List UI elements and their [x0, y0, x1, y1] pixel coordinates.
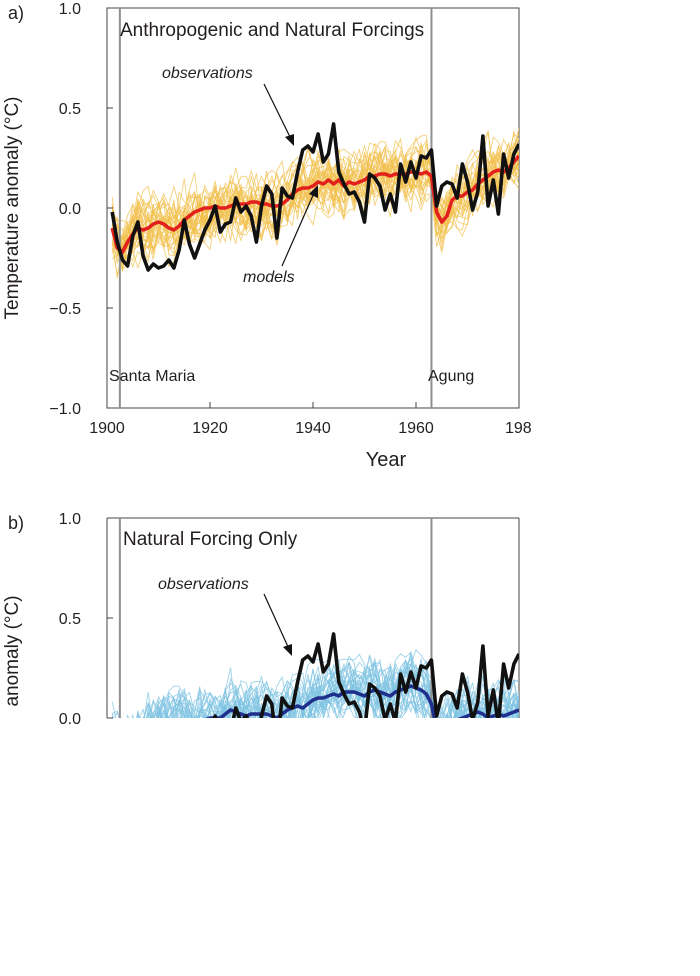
panel-a: a) 1.0 0.5 0.0 −0.5 −1.0 1900 1920 1940 1960 198… — [2, 1, 532, 471]
panel-a-plot-area — [110, 8, 519, 408]
panel-b-y-axis: 1.0 0.5 0.0 — [59, 511, 113, 728]
y-tick-label: −1.0 — [49, 401, 81, 418]
observations-line — [110, 122, 519, 272]
model-ensemble-line — [111, 133, 519, 253]
panel-a-x-axis-label: Year — [366, 449, 407, 471]
event-label-santa-maria: Santa Maria — [109, 368, 195, 385]
panel-b-plot-area — [111, 518, 519, 718]
y-tick-label: 0.0 — [59, 201, 81, 218]
x-tick-label: 1920 — [192, 420, 228, 437]
model-ensemble-line — [111, 669, 519, 718]
model-ensemble-line — [168, 661, 519, 718]
panel-a-label: a) — [8, 3, 24, 23]
model-ensemble-line — [174, 670, 516, 718]
panel-a-observations-arrow — [263, 83, 294, 146]
y-tick-label: 0.5 — [59, 611, 81, 628]
model-ensemble-line — [111, 659, 500, 718]
model-ensemble-line — [143, 659, 519, 718]
y-tick-label: 0.5 — [59, 101, 81, 118]
event-label-agung: Agung — [428, 368, 474, 385]
model-ensemble-line — [151, 669, 519, 718]
model-ensemble-line — [142, 667, 519, 718]
panel-a-x-axis: 1900 1920 1940 1960 198 — [89, 402, 532, 437]
panel-b-observations-annotation: observations — [158, 576, 249, 593]
panel-b-label: b) — [8, 513, 24, 533]
panel-a-models-annotation: models — [243, 269, 295, 286]
model-mean-line — [204, 684, 519, 718]
panel-a-y-axis-label: Temperature anomaly (°C) — [2, 96, 23, 319]
y-tick-label: 1.0 — [59, 1, 81, 18]
panel-b-title: Natural Forcing Only — [123, 529, 298, 550]
panel-a-title: Anthropogenic and Natural Forcings — [120, 20, 424, 41]
y-tick-label: 1.0 — [59, 511, 81, 528]
panel-a-y-axis: 1.0 0.5 0.0 −0.5 −1.0 — [49, 1, 113, 418]
panel-a-observations-annotation: observations — [162, 65, 253, 82]
x-tick-label: 1940 — [295, 420, 331, 437]
model-ensemble-lines — [111, 648, 519, 718]
panel-b: b) 1.0 0.5 0.0 Natural Forcing Only anomal… — [2, 511, 520, 728]
y-tick-label: 0.0 — [59, 711, 81, 728]
x-tick-label: 1960 — [398, 420, 434, 437]
model-ensemble-line — [172, 651, 519, 718]
x-tick-label: 198 — [505, 420, 532, 437]
model-ensemble-lines — [111, 127, 519, 279]
observations-line — [212, 632, 519, 718]
x-tick-label: 1900 — [89, 420, 125, 437]
model-ensemble-line — [111, 657, 519, 718]
model-ensemble-line — [152, 654, 519, 718]
model-mean-line — [110, 154, 519, 254]
y-tick-label: −0.5 — [49, 301, 81, 318]
panel-a-models-arrow — [281, 185, 318, 267]
model-ensemble-line — [131, 648, 518, 718]
panel-b-y-axis-label: anomaly (°C) — [2, 595, 23, 706]
panel-b-observations-arrow — [263, 593, 292, 656]
